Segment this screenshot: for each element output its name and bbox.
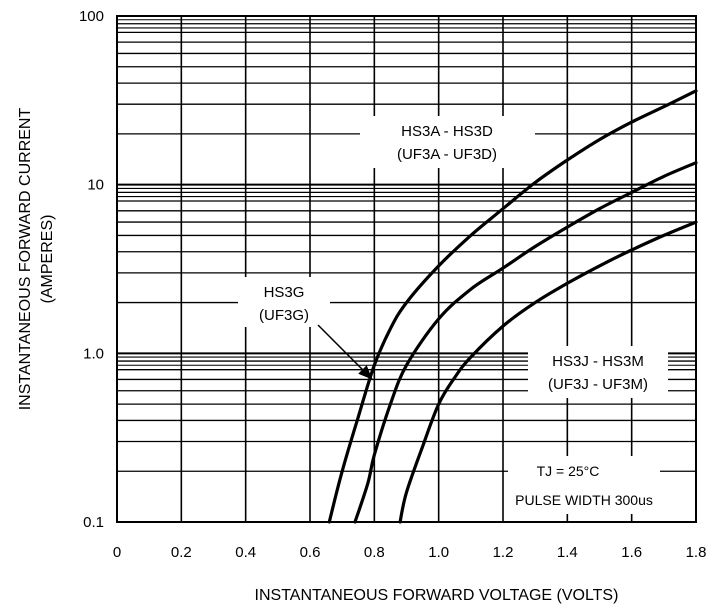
y-tick-label: 10 (87, 177, 104, 194)
label-bg-hs3j (528, 346, 668, 398)
label-uf3a-uf3d: (UF3A - UF3D) (397, 146, 497, 163)
hs3g-arrow-head (358, 365, 373, 380)
x-tick-label: 1.0 (428, 544, 449, 561)
x-tick-label: 0.8 (364, 544, 385, 561)
grid-major-lines (117, 16, 696, 522)
label-hs3g: HS3G (264, 284, 305, 301)
label-hs3j-hs3m: HS3J - HS3M (552, 353, 644, 370)
curves (327, 89, 698, 524)
series-curve-3 (398, 220, 698, 524)
label-hs3a-hs3d: HS3A - HS3D (401, 123, 493, 140)
x-tick-label: 0 (113, 544, 121, 561)
grid-minor-lines (117, 19, 696, 472)
label-pulse-width: PULSE WIDTH 300us (515, 492, 653, 508)
label-uf3g: (UF3G) (259, 307, 309, 324)
label-bg-hs3a (360, 116, 535, 168)
y-tick-label: 0.1 (83, 514, 104, 531)
label-junction-temperature: TJ = 25°C (537, 463, 600, 479)
y-axis-label: INSTANTANEOUS FORWARD CURRENT (17, 108, 34, 411)
series-curve-2 (353, 161, 698, 524)
x-tick-label: 1.8 (686, 544, 707, 561)
label-bg-conditions (508, 456, 660, 514)
label-bg-hs3g (238, 277, 330, 327)
x-tick-label: 0.2 (171, 544, 192, 561)
x-tick-label: 1.6 (621, 544, 642, 561)
y-axis-unit-label: (AMPERES) (39, 215, 56, 304)
label-uf3j-uf3m: (UF3J - UF3M) (548, 376, 648, 393)
x-axis-label: INSTANTANEOUS FORWARD VOLTAGE (VOLTS) (255, 587, 619, 604)
x-tick-labels: 0 0.2 0.4 0.6 0.8 1.0 1.2 1.4 1.6 1.8 (113, 544, 707, 561)
x-tick-label: 0.6 (300, 544, 321, 561)
series-curve-1 (327, 89, 698, 524)
y-tick-labels: 0.1 1.0 10 100 (79, 8, 104, 531)
x-tick-label: 1.2 (493, 544, 514, 561)
x-tick-label: 1.4 (557, 544, 578, 561)
y-tick-label: 1.0 (83, 345, 104, 362)
x-tick-label: 0.4 (235, 544, 256, 561)
plot-area-frame (116, 15, 697, 523)
y-tick-label: 100 (79, 8, 104, 25)
